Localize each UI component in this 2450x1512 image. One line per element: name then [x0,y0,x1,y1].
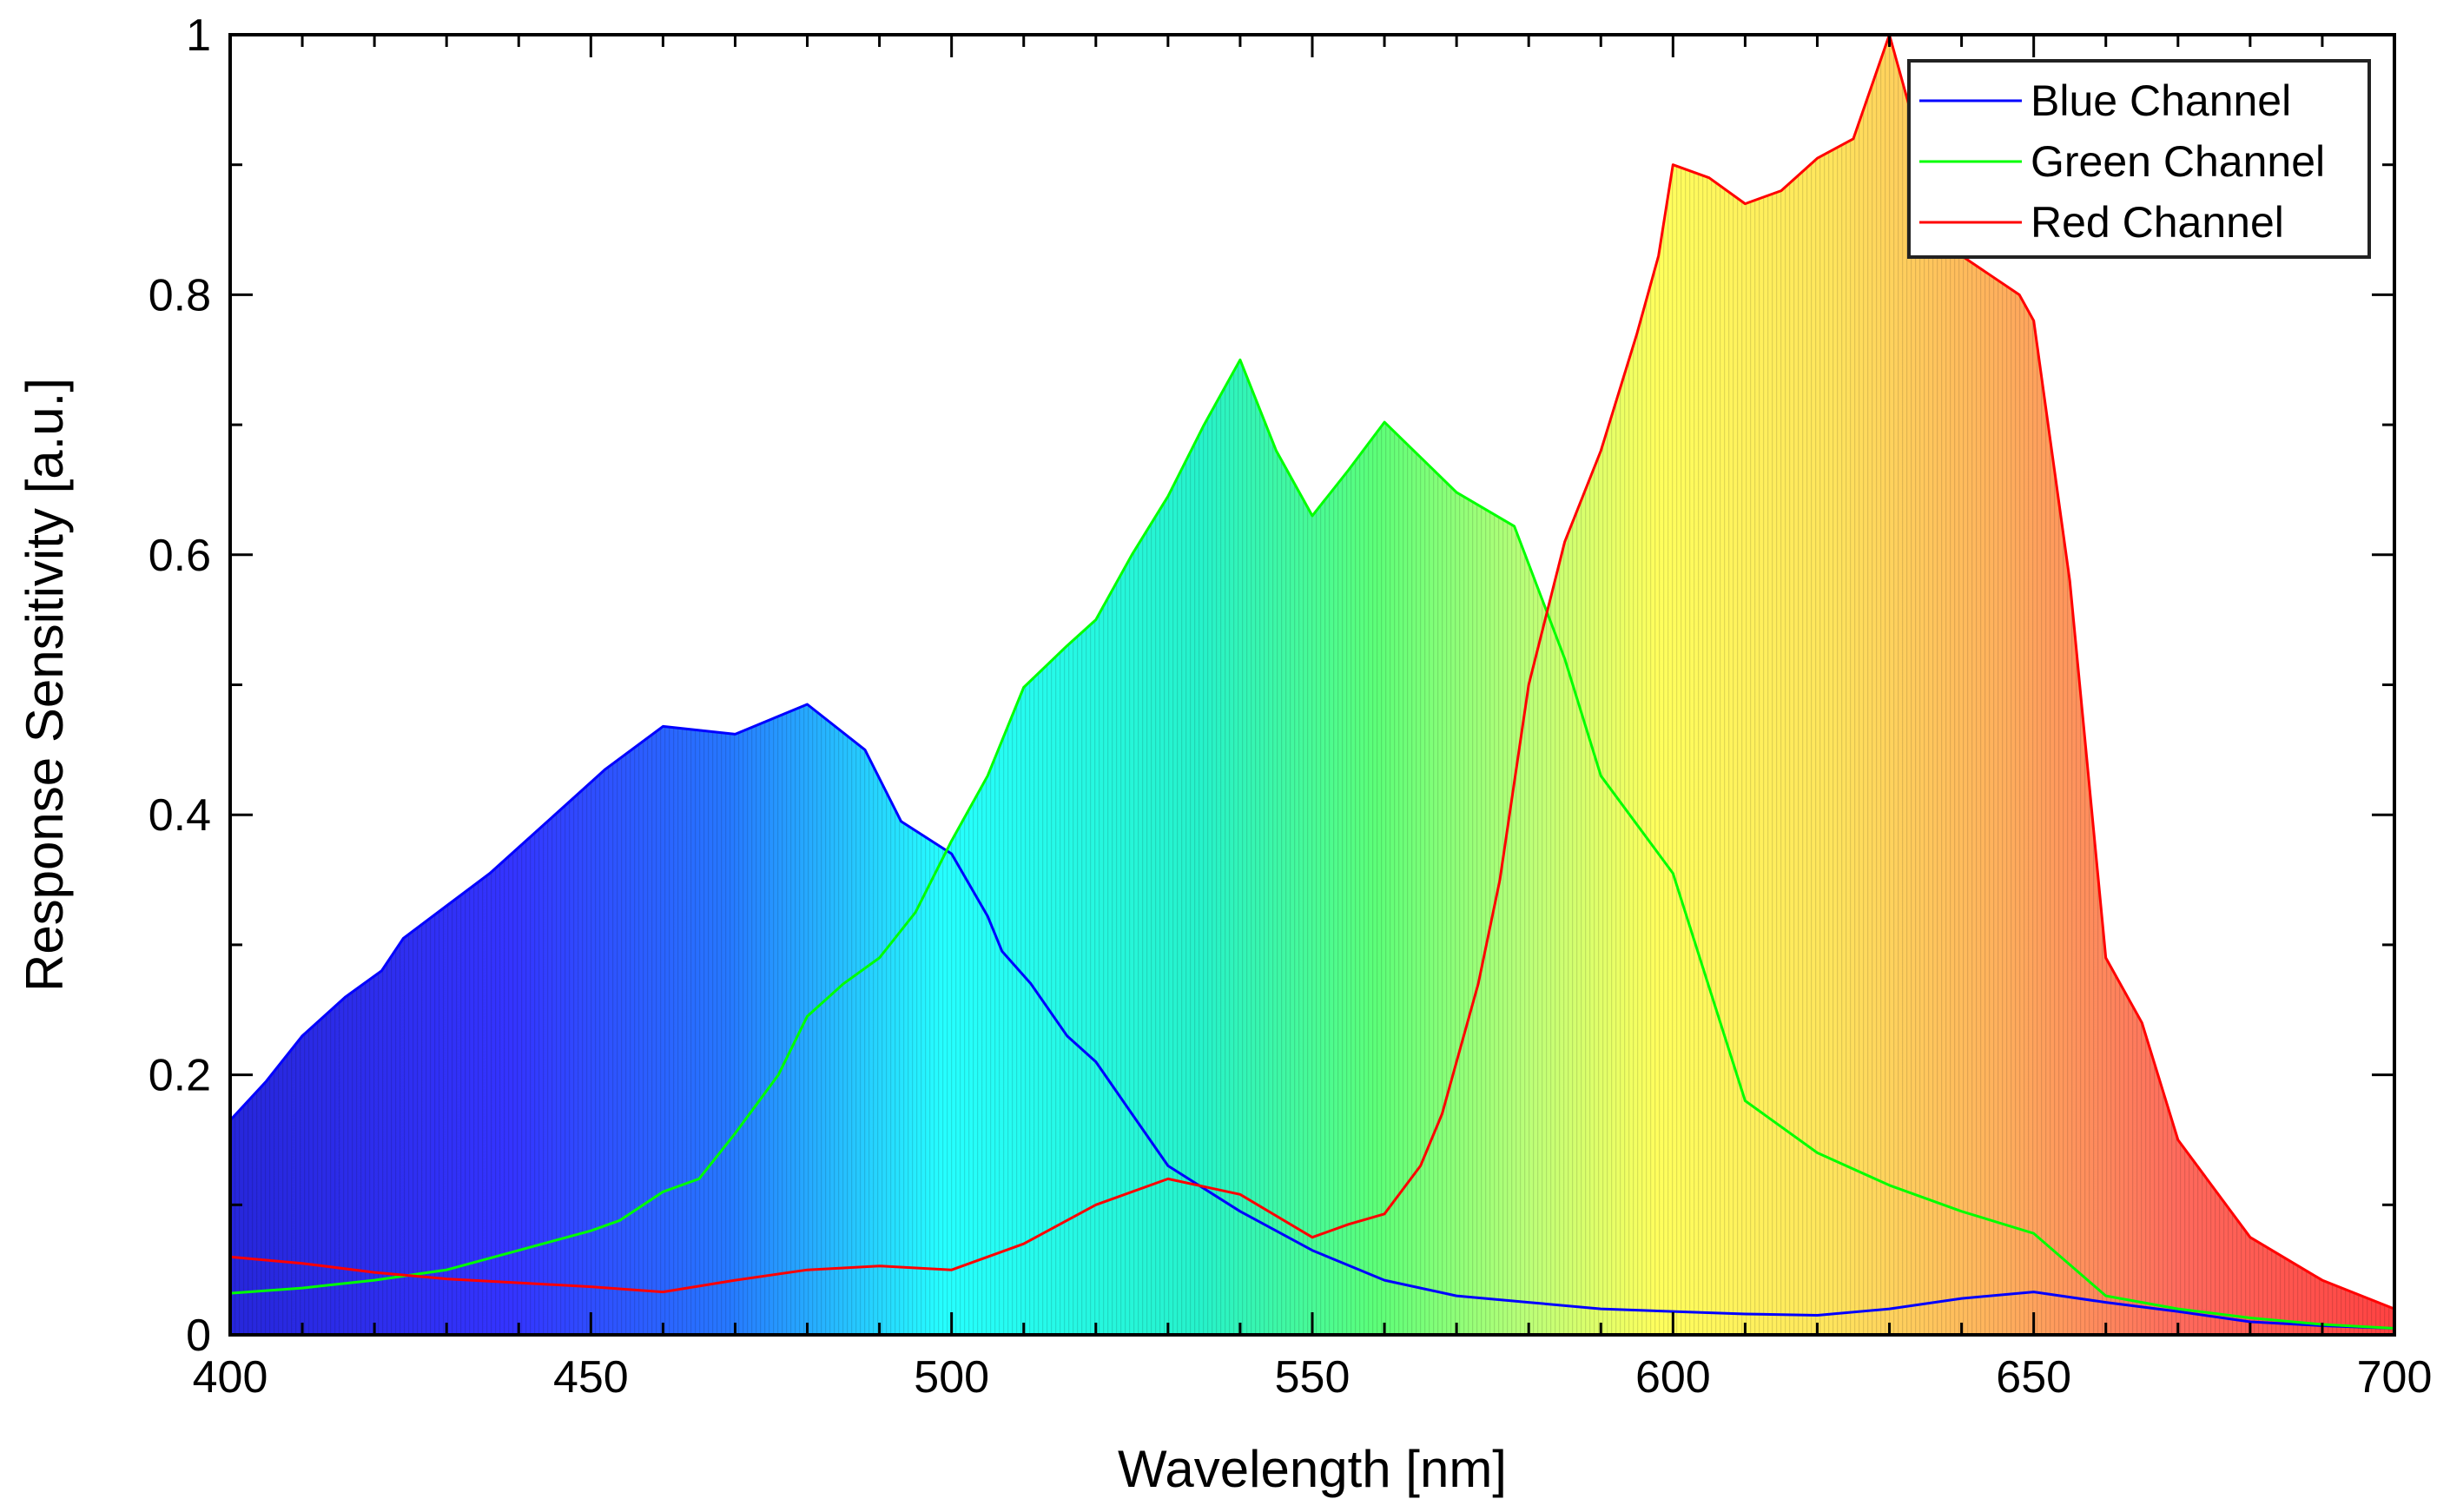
legend: Blue Channel Green Channel Red Channel [1907,59,2371,259]
y-tick-label: 0.8 [149,270,211,320]
y-tick-label: 0.2 [149,1051,211,1101]
series-line-blue [228,703,2395,1330]
y-tick-label: 0.6 [149,531,211,581]
series-line-red [229,33,2395,1311]
legend-label-blue: Blue Channel [2031,76,2291,125]
x-tick-label: 650 [1996,1352,2071,1403]
x-tick-label: 550 [1275,1352,1350,1403]
legend-label-red: Red Channel [2031,198,2284,247]
x-tick-label: 450 [553,1352,629,1403]
x-axis-title: Wavelength [nm] [1118,1440,1507,1498]
axis-tick-labels: 400 450 500 550 600 650 700 0 0.2 0.4 0.6 0.8 1 [149,10,2433,1403]
series-line-green [229,358,2395,1330]
y-tick-label: 0.4 [149,790,211,841]
x-tick-label: 500 [914,1352,989,1403]
y-tick-label: 0 [186,1311,211,1361]
series-lines [228,33,2395,1330]
axis-ticks [228,33,2396,1337]
x-tick-label: 700 [2357,1352,2433,1403]
y-axis-title: Response Sensitivity [a.u.] [16,378,74,992]
legend-label-green: Green Channel [2031,137,2325,186]
y-tick-label: 1 [186,10,211,61]
x-tick-label: 600 [1635,1352,1711,1403]
x-tick-label: 400 [193,1352,268,1403]
plot-frame [228,33,2396,1337]
legend-box [1907,59,2371,259]
